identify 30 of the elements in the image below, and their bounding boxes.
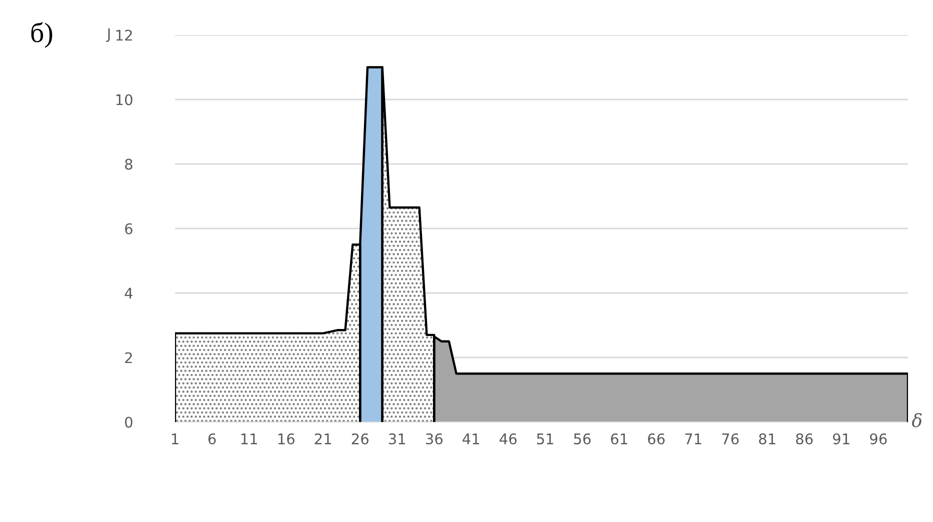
x-tick-label: 76 (722, 433, 739, 444)
y-tick-label: 0 (125, 416, 132, 428)
y-axis-title: J (106, 28, 110, 42)
x-tick-label: 51 (537, 434, 554, 444)
x-tick-label: 66 (648, 433, 665, 444)
x-tick-label: 71 (685, 434, 702, 444)
y-tick-label: 2 (125, 352, 132, 364)
y-tick-label: 4 (124, 288, 133, 299)
x-tick-label: 46 (500, 433, 517, 444)
x-tick-label: 86 (796, 433, 813, 444)
x-tick-label: 56 (574, 433, 591, 444)
x-axis-title: δ (912, 413, 922, 428)
x-tick-label: 91 (833, 433, 850, 444)
y-tick-label: 12 (116, 30, 132, 41)
x-tick-label: 31 (388, 433, 406, 444)
y-tick-label: 8 (125, 158, 132, 170)
x-tick-label: 1 (172, 434, 178, 444)
x-tick-label: 41 (462, 434, 480, 444)
x-tick-label: 26 (352, 433, 368, 444)
x-tick-label: 81 (759, 433, 776, 444)
x-tick-label: 6 (208, 433, 216, 444)
x-tick-label: 96 (870, 433, 887, 444)
chart-title: б) (31, 22, 52, 48)
x-tick-label: 21 (314, 433, 332, 444)
y-tick-label: 10 (116, 94, 132, 106)
x-tick-label: 36 (426, 433, 442, 444)
x-tick-label: 61 (610, 433, 628, 444)
x-tick-label: 16 (278, 433, 294, 444)
y-tick-label: 6 (125, 223, 132, 234)
x-tick-label: 11 (241, 434, 257, 444)
